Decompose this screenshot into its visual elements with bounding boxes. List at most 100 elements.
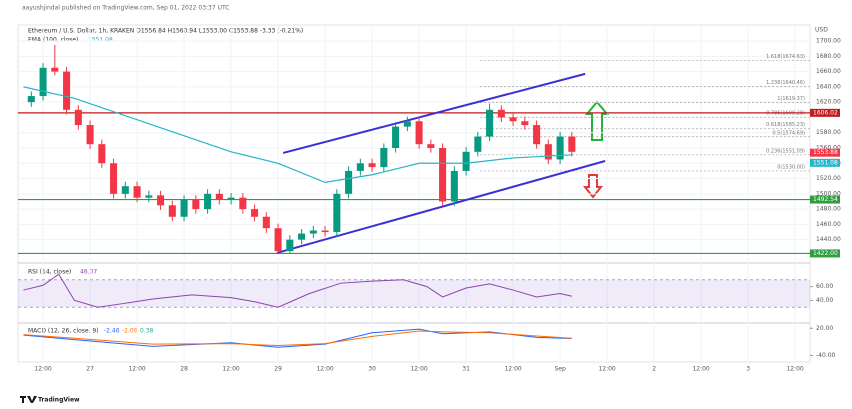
- candle-body: [168, 205, 176, 217]
- y-tick-label: 1560.00: [816, 145, 841, 152]
- candle-body: [286, 239, 294, 252]
- brand: TradingView: [38, 397, 80, 404]
- y-tick-label: 1440.00: [816, 236, 841, 243]
- candle-body: [145, 195, 153, 198]
- fib-label: 1.236(1640.46): [766, 80, 805, 86]
- x-tick-label: 28: [180, 366, 188, 373]
- x-tick-label: 12:00: [222, 366, 239, 373]
- candle-body: [356, 163, 364, 171]
- candle-body: [63, 71, 71, 110]
- fib-label: 0(1530.00): [777, 164, 805, 170]
- x-tick-label: 12:00: [504, 366, 521, 373]
- rsi-legend: RSI (14, close): [28, 269, 71, 276]
- x-tick-label: 12:00: [316, 366, 333, 373]
- macd-hist-value: 0.38: [140, 328, 154, 335]
- x-tick-label: 2: [652, 366, 656, 373]
- level-tag: [810, 195, 840, 204]
- channel-line: [276, 160, 606, 254]
- candle-body: [157, 195, 165, 206]
- x-tick-label: 12:00: [598, 366, 615, 373]
- ema-tag-label: 1551.08: [813, 159, 838, 166]
- candle-body: [533, 125, 541, 145]
- publisher: aayushjindal published on TradingView.co…: [22, 5, 229, 12]
- y-tick-label: 1460.00: [816, 221, 841, 228]
- candle-body: [51, 67, 59, 72]
- candle-body: [427, 144, 435, 148]
- candle-body: [497, 109, 505, 118]
- candle-body: [368, 163, 376, 168]
- up-arrow: [584, 100, 610, 141]
- candle-body: [439, 148, 447, 202]
- y-tick-label: 1700.00: [816, 38, 841, 45]
- macd-legend: MACD (12, 26, close, 9): [28, 328, 99, 335]
- candle-body: [180, 199, 188, 217]
- level-label: 1606.02: [813, 109, 838, 116]
- candle-body: [227, 197, 235, 200]
- fib-label: 0.618(1585.23): [766, 122, 805, 128]
- candle-body: [39, 67, 47, 97]
- candle-body: [544, 144, 552, 160]
- macd-tick-label: -40.00: [816, 352, 836, 359]
- x-tick-label: 3: [746, 366, 750, 373]
- candle-body: [568, 136, 576, 152]
- rsi-band: [18, 279, 810, 308]
- macd-value: -2.46: [104, 328, 120, 335]
- macd-line: [23, 330, 572, 346]
- fib-label: 0.236(1551.09): [766, 148, 805, 154]
- candle-body: [333, 193, 341, 233]
- ema-line: [23, 86, 572, 183]
- level-tag: [810, 249, 840, 258]
- candle-body: [262, 216, 270, 229]
- x-tick-label: 29: [274, 366, 282, 373]
- x-tick-label: 12:00: [128, 366, 145, 373]
- candle-body: [121, 186, 129, 194]
- candle-body: [415, 121, 423, 145]
- fib-label: 0.786(1600.28): [766, 111, 805, 117]
- y-tick-label: 1620.00: [816, 99, 841, 106]
- candle-body: [110, 163, 118, 194]
- channel-line: [282, 72, 586, 154]
- ema-tag: [810, 158, 840, 167]
- y-tick-label: 1580.00: [816, 129, 841, 136]
- macd-line: [23, 328, 572, 348]
- tv-logo: [20, 396, 37, 403]
- currency: USD: [815, 27, 828, 34]
- candle-body: [27, 96, 35, 103]
- candle-body: [450, 170, 458, 202]
- fib-label: 1.618(1674.63): [766, 54, 805, 60]
- candle-body: [215, 193, 223, 200]
- candle-body: [486, 109, 494, 137]
- candle-body: [274, 228, 282, 252]
- x-tick-label: 31: [462, 366, 470, 373]
- x-tick-label: 12:00: [34, 366, 51, 373]
- symbol-info: Ethereum / U.S. Dollar, 1h, KRAKEN O1556…: [28, 28, 303, 35]
- price-tag: [810, 148, 840, 157]
- candle-body: [309, 230, 317, 234]
- candle-body: [462, 151, 470, 171]
- candle-body: [392, 126, 400, 148]
- candle-body: [98, 144, 106, 164]
- macd-signal-value: -2.09: [122, 328, 138, 335]
- ema-value: 1551.08: [88, 37, 113, 44]
- y-tick-label: 1520.00: [816, 175, 841, 182]
- candle-body: [298, 233, 306, 240]
- x-tick-label: Sep: [554, 366, 566, 373]
- level-tag: [810, 108, 840, 117]
- candle-body: [345, 170, 353, 194]
- level-label: 1492.54: [813, 196, 838, 203]
- macd-tick-label: 20.00: [816, 325, 833, 332]
- candle-body: [133, 186, 141, 198]
- price-label: 1553.88: [813, 149, 838, 156]
- candle-body: [204, 193, 212, 210]
- y-tick-label: 1500.00: [816, 190, 841, 197]
- y-tick-label: 1680.00: [816, 53, 841, 60]
- x-tick-label: 12:00: [786, 366, 803, 373]
- level-label: 1422.00: [813, 250, 838, 257]
- down-arrow: [582, 174, 604, 199]
- candle-body: [239, 197, 247, 210]
- candle-body: [74, 109, 82, 126]
- x-tick-label: 12:00: [692, 366, 709, 373]
- candle-body: [380, 148, 388, 168]
- x-tick-label: 12:00: [410, 366, 427, 373]
